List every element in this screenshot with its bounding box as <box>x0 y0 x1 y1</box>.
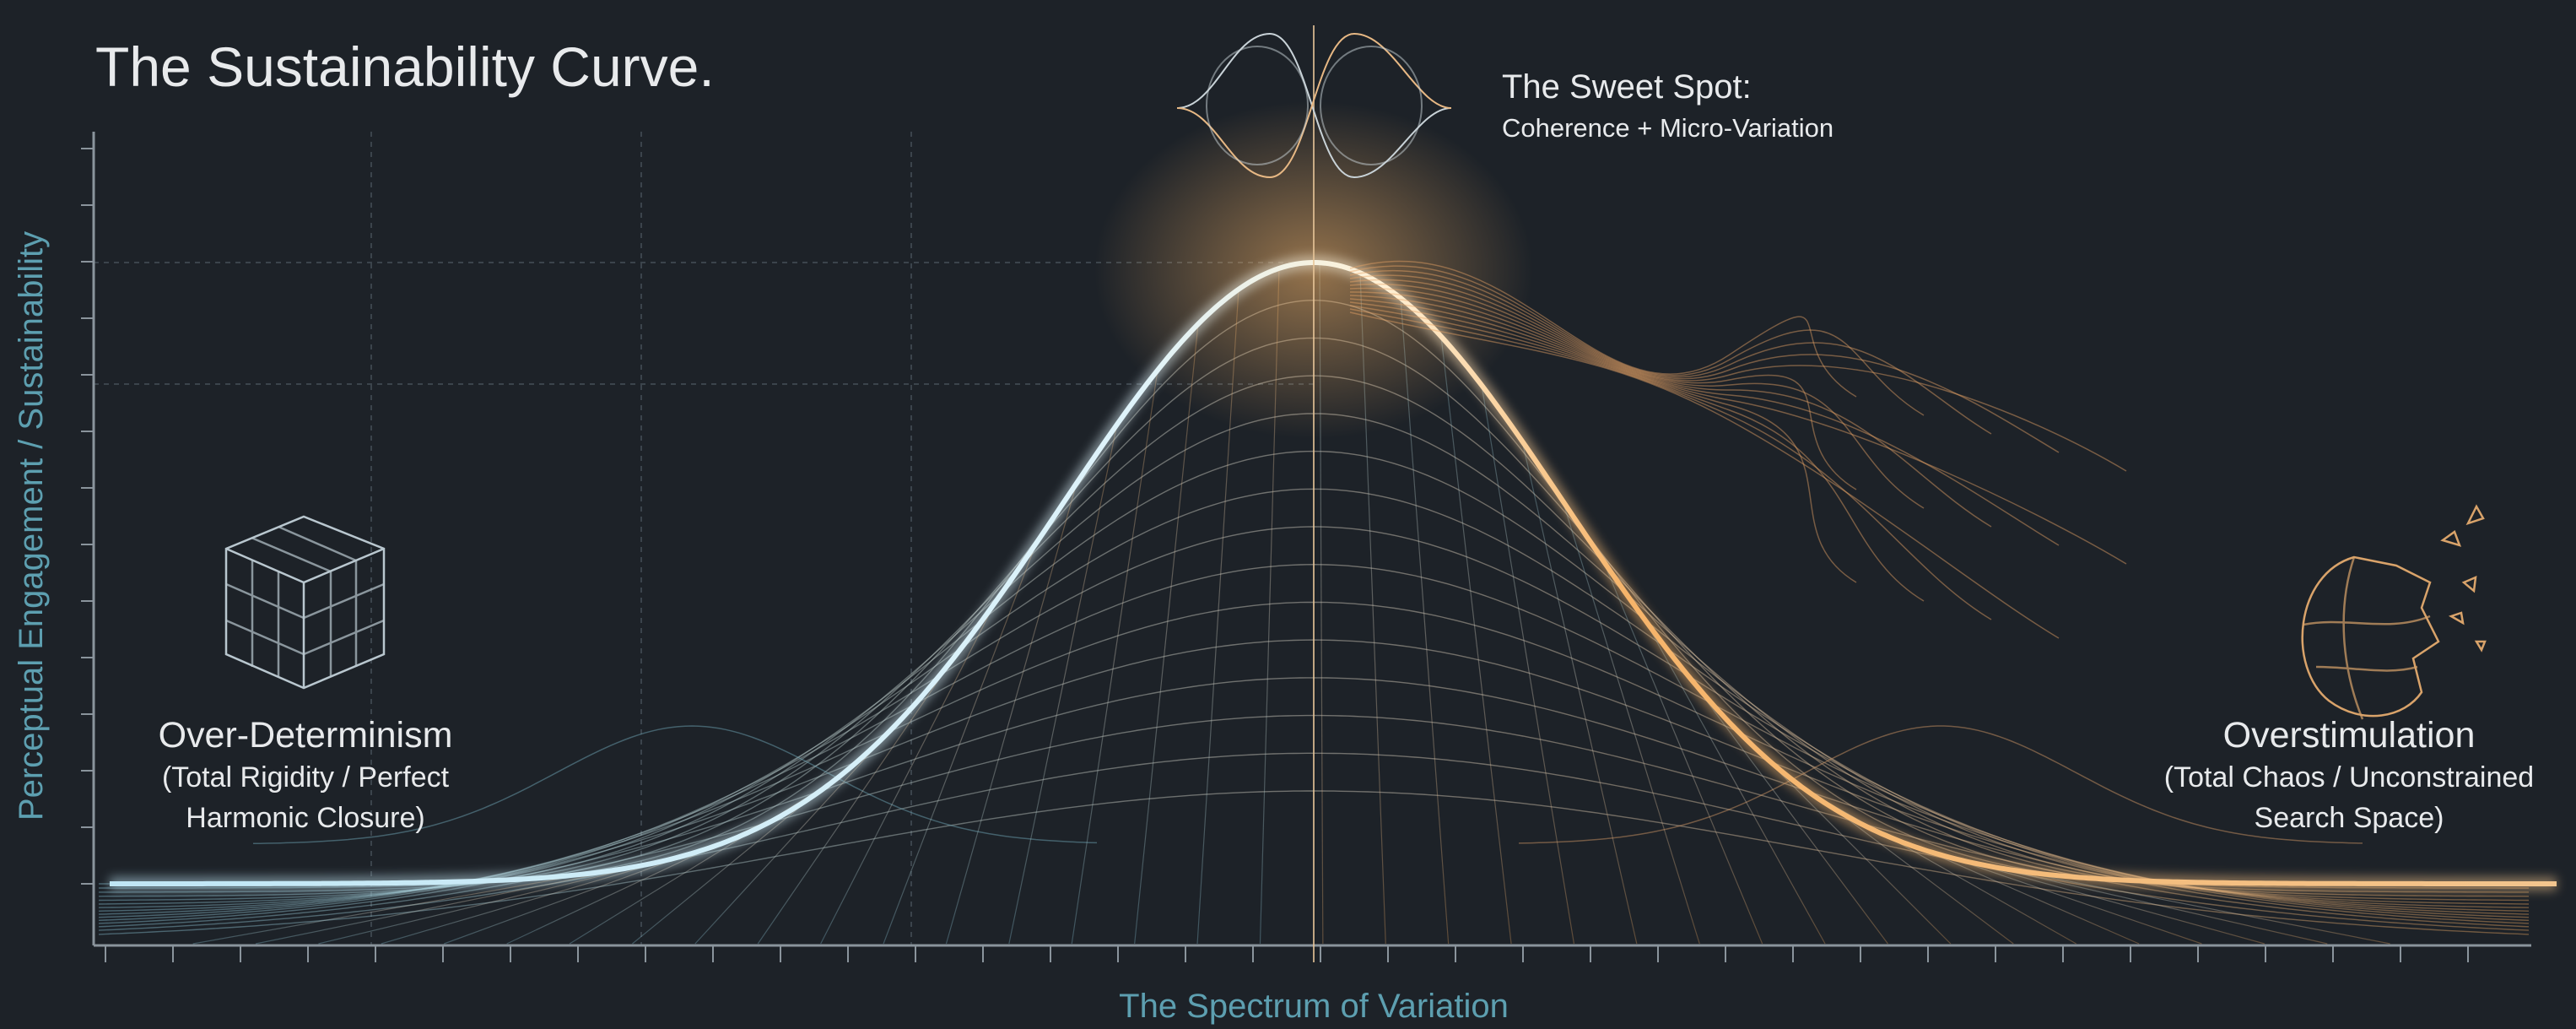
strand <box>1349 269 1992 435</box>
chaos-strands <box>1349 260 2127 639</box>
wave-mesh <box>1320 46 1423 165</box>
strand <box>1349 283 1857 490</box>
strand <box>1349 311 2060 639</box>
mesh-line <box>1521 441 1638 945</box>
strand <box>1349 265 1925 416</box>
sweet-spot-subtitle: Coherence + Micro-Variation <box>1502 113 1833 143</box>
sustainability-curve <box>110 256 2557 891</box>
curve-line <box>110 260 2557 886</box>
strand <box>1349 298 2127 565</box>
y-axis-label: Perceptual Engagement / Sustainability <box>13 231 50 820</box>
right-title: Overstimulation <box>2223 715 2476 756</box>
sphere-mesh <box>2303 556 2431 720</box>
mesh-line <box>1134 323 1199 945</box>
strand <box>1349 301 1857 583</box>
strand <box>1349 291 1992 528</box>
strand <box>1349 279 2127 472</box>
mesh-line <box>1481 385 1575 945</box>
axis-ticks <box>81 148 2469 962</box>
mesh-bump <box>252 725 1098 845</box>
sweet-spot-title: The Sweet Spot: <box>1502 68 1752 106</box>
strand <box>1349 287 1925 509</box>
mesh-bump <box>1518 725 2363 844</box>
wave-mesh <box>1206 46 1309 165</box>
right-line: Search Space) <box>2255 802 2444 834</box>
sweet-spot-icon <box>1176 32 1452 179</box>
shattered-sphere-icon <box>2301 504 2487 720</box>
mesh-line <box>945 483 1077 945</box>
mesh-line <box>1562 500 1700 945</box>
strand <box>1349 274 2060 453</box>
cube-grid <box>225 525 385 677</box>
title: The Sustainability Curve. <box>95 35 715 98</box>
mesh-line <box>1440 336 1512 945</box>
strand <box>1349 308 1992 620</box>
left-line: (Total Rigidity / Perfect <box>162 761 450 793</box>
shards <box>2440 504 2487 653</box>
wave <box>1176 32 1452 179</box>
left-line: Harmonic Closure) <box>186 802 424 834</box>
mesh-line <box>820 601 996 945</box>
mesh-line <box>1643 617 1826 945</box>
strand <box>1349 260 1857 398</box>
sphere <box>2301 555 2440 718</box>
strand <box>1349 295 2060 546</box>
right-line: (Total Chaos / Unconstrained <box>2164 761 2534 793</box>
x-axis-label: The Spectrum of Variation <box>1119 988 1509 1025</box>
cube-outline <box>224 515 386 690</box>
mesh-line <box>883 543 1037 945</box>
rigid-cube-icon <box>224 515 386 690</box>
mesh-line <box>1008 424 1118 945</box>
left-title: Over-Determinism <box>159 715 453 756</box>
mesh-line <box>1071 370 1158 945</box>
strand <box>1349 305 1925 602</box>
mesh-line <box>1602 560 1763 945</box>
